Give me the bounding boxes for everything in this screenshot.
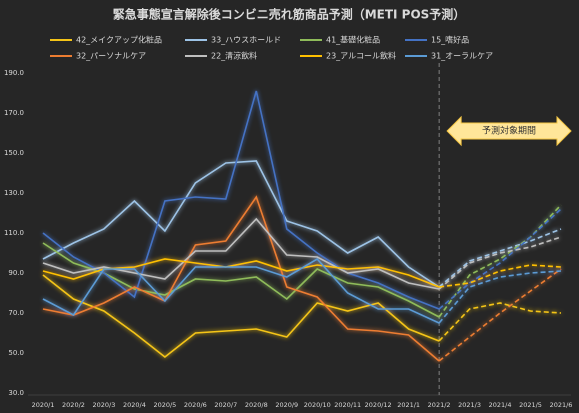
series-line <box>42 195 440 362</box>
forecast-line <box>438 270 562 324</box>
legend-label: 33_ハウスホールド <box>211 36 281 45</box>
legend-label: 42_メイクアップ化粧品 <box>76 35 162 45</box>
x-tick-label: 2021/5 <box>519 401 542 409</box>
x-tick-label: 2021/1 <box>397 401 420 409</box>
y-tick-label: 170.0 <box>4 109 24 117</box>
forecast-line <box>438 208 562 310</box>
x-tick-label: 2020/4 <box>123 401 146 409</box>
y-tick-label: 90.0 <box>8 269 24 277</box>
annotation-arrow <box>446 115 572 147</box>
series-group <box>42 90 562 362</box>
legend-label: 22_清涼飲料 <box>211 51 257 61</box>
legend-label: 15_嗜好品 <box>431 35 469 45</box>
x-tick-label: 2020/1 <box>32 401 55 409</box>
x-tick-label: 2020/7 <box>214 401 237 409</box>
y-tick-label: 50.0 <box>8 349 24 357</box>
legend-label: 41_基礎化粧品 <box>326 35 380 45</box>
forecast-line <box>438 204 562 318</box>
x-tick-label: 2020/10 <box>304 401 331 409</box>
y-tick-label: 30.0 <box>8 389 24 397</box>
x-tick-label: 2020/11 <box>334 401 361 409</box>
y-tick-label: 70.0 <box>8 309 24 317</box>
forecast-line <box>438 228 562 288</box>
legend-label: 32_パーソナルケア <box>76 52 146 61</box>
series-line <box>42 160 440 288</box>
x-tick-label: 2021/3 <box>458 401 481 409</box>
x-tick-label: 2021/6 <box>550 401 573 409</box>
series-line <box>42 90 440 310</box>
legend-label: 23_アルコール飲料 <box>326 51 396 61</box>
x-tick-label: 2020/12 <box>365 401 392 409</box>
series-line <box>42 242 440 318</box>
x-tick-label: 2020/2 <box>62 401 85 409</box>
series-line <box>42 274 440 359</box>
x-tick-label: 2020/9 <box>275 401 298 409</box>
chart-title: 緊急事態宣言解除後コンビニ売れ筋商品予測（METI POS予測） <box>113 7 466 22</box>
x-tick-label: 2021/2 <box>428 401 451 409</box>
y-tick-label: 110.0 <box>4 229 24 237</box>
legend-label: 31_オーラルケア <box>431 52 493 61</box>
forecast-line <box>438 302 562 342</box>
annotation: 予測対象期間 <box>482 125 536 137</box>
series-line <box>42 257 440 324</box>
x-tick-label: 2020/3 <box>93 401 116 409</box>
x-tick-label: 2020/5 <box>153 401 176 409</box>
forecast-line <box>438 264 562 288</box>
x-tick-label: 2020/8 <box>245 401 268 409</box>
forecast-line <box>438 268 562 362</box>
y-tick-label: 130.0 <box>4 189 24 197</box>
y-tick-label: 150.0 <box>4 149 24 157</box>
y-tick-label: 190.0 <box>4 69 24 77</box>
x-tick-label: 2020/6 <box>184 401 207 409</box>
forecast-line <box>438 236 562 290</box>
x-tick-label: 2021/4 <box>489 401 512 409</box>
